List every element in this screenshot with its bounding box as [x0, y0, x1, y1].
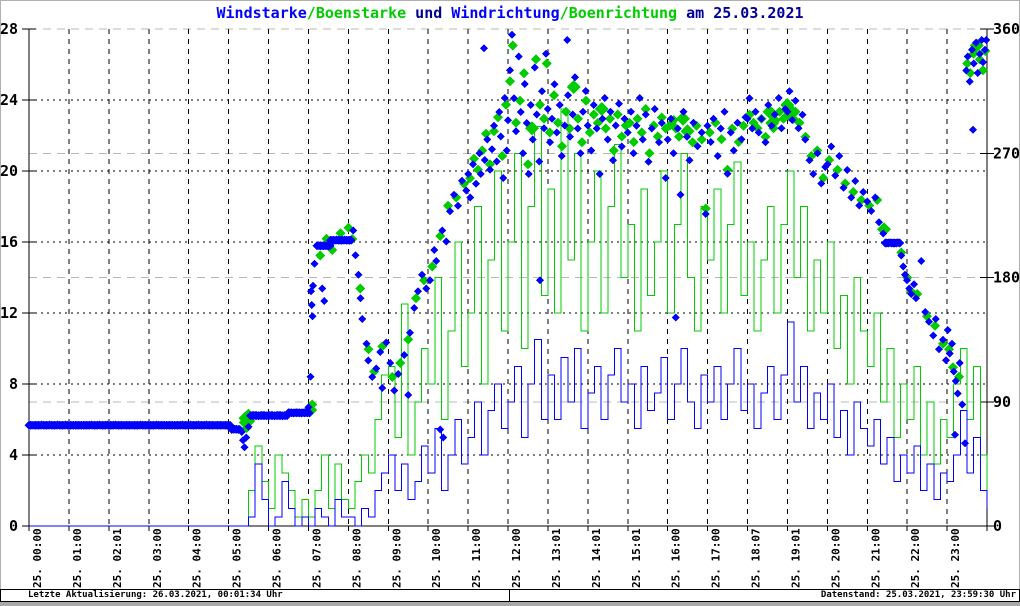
svg-text:8: 8 — [9, 375, 18, 393]
svg-text:12: 12 — [0, 304, 18, 322]
svg-text:20: 20 — [0, 162, 18, 180]
svg-text:25. 17:00: 25. 17:00 — [710, 528, 723, 588]
svg-text:25. 08:00: 25. 08:00 — [350, 528, 363, 588]
title-boenrichtung: Boenrichtung — [568, 4, 678, 22]
svg-text:25. 20:00: 25. 20:00 — [829, 528, 842, 588]
window-edge — [0, 602, 1020, 606]
svg-text:25. 14:01: 25. 14:01 — [590, 528, 603, 588]
svg-text:25. 11:00: 25. 11:00 — [470, 528, 483, 588]
svg-text:25. 04:00: 25. 04:00 — [191, 528, 204, 588]
svg-text:25. 07:00: 25. 07:00 — [310, 528, 323, 588]
svg-text:25. 05:00: 25. 05:00 — [231, 528, 244, 588]
wind-direction-points — [24, 30, 991, 452]
svg-text:270: 270 — [993, 144, 1020, 162]
svg-text:25. 21:00: 25. 21:00 — [869, 528, 882, 588]
title-datum: am 25.03.2021 — [677, 4, 804, 22]
svg-text:180: 180 — [993, 269, 1020, 287]
title-slash-1: / — [306, 4, 316, 22]
svg-text:25. 15:01: 25. 15:01 — [630, 528, 643, 588]
title-slash-2: / — [559, 4, 569, 22]
svg-text:25. 00:00: 25. 00:00 — [31, 528, 44, 588]
chart-title: Windstarke/Boenstarke und Windrichtung/B… — [0, 4, 1020, 22]
wind-line — [29, 321, 988, 527]
chart-canvas: 0 4 8 12 16 20 24 28 0 90 180 270 360 25. 00:00 25. 01… — [0, 20, 1020, 588]
svg-text:4: 4 — [9, 446, 18, 464]
axes-layer: 0 4 8 12 16 20 24 28 0 90 180 270 360 25. 00:00 25. 01… — [0, 20, 1020, 588]
svg-text:25. 16:00: 25. 16:00 — [670, 528, 683, 588]
svg-text:0: 0 — [993, 517, 1002, 535]
title-und: und — [406, 4, 452, 22]
status-bar: Letzte Aktualisierung: 26.03.2021, 00:01… — [0, 589, 1020, 602]
svg-text:25. 06:00: 25. 06:00 — [271, 528, 284, 588]
svg-text:360: 360 — [993, 20, 1020, 38]
title-windrichtung: Windrichtung — [451, 4, 560, 22]
svg-text:25. 12:00: 25. 12:00 — [510, 528, 523, 588]
svg-text:25. 13:01: 25. 13:01 — [550, 528, 563, 588]
svg-text:25. 01:00: 25. 01:00 — [71, 528, 84, 588]
svg-text:16: 16 — [0, 233, 18, 251]
svg-text:28: 28 — [0, 20, 18, 38]
svg-text:25. 09:00: 25. 09:00 — [390, 528, 403, 588]
title-windstarke: Windstarke — [216, 4, 307, 22]
svg-text:24: 24 — [0, 91, 18, 109]
svg-text:25. 03:00: 25. 03:00 — [151, 528, 164, 588]
svg-text:25. 19:01: 25. 19:01 — [789, 528, 802, 588]
svg-text:90: 90 — [993, 393, 1011, 411]
title-boenstarke: Boenstarke — [315, 4, 407, 22]
svg-text:0: 0 — [9, 517, 18, 535]
svg-text:25. 22:00: 25. 22:00 — [909, 528, 922, 588]
gust-line — [29, 108, 988, 527]
last-update-label: Letzte Aktualisierung: 26.03.2021, 00:01… — [0, 589, 510, 602]
svg-text:25. 23:00: 25. 23:00 — [949, 528, 962, 588]
svg-text:25. 18:07: 25. 18:07 — [750, 528, 763, 588]
data-state-label: Datenstand: 25.03.2021, 23:59:30 Uhr — [509, 589, 1020, 602]
svg-text:25. 10:00: 25. 10:00 — [430, 528, 443, 588]
svg-text:25. 02:01: 25. 02:01 — [111, 528, 124, 588]
